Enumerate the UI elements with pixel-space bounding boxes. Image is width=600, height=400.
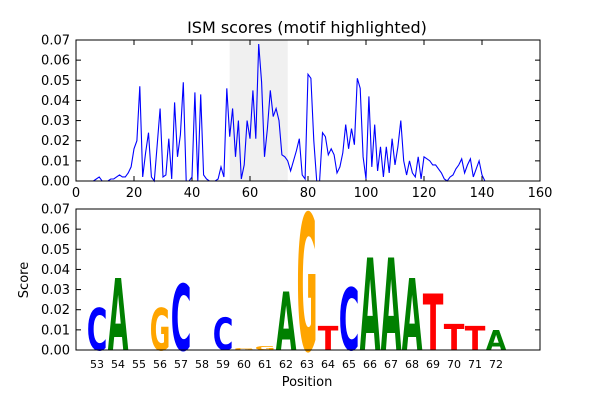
- logo-position-label: 64: [321, 358, 335, 371]
- top-x-tick-label: 80: [300, 186, 317, 201]
- logo-letter-glyph: C: [171, 265, 192, 372]
- logo-position-label: 70: [447, 358, 461, 371]
- bottom-y-tick-label: 0.01: [41, 323, 70, 338]
- logo-letter-glyph: G: [234, 348, 255, 351]
- logo-letter-glyph: A: [486, 326, 507, 357]
- logo-letter-glyph: G: [297, 176, 318, 395]
- top-x-tick-label: 120: [412, 186, 437, 201]
- bottom-y-axis: 0.00 0.01 0.02 0.03 0.04 0.05 0.06 0.07: [41, 203, 540, 359]
- logo-letter-t: T: [444, 316, 465, 358]
- logo-letter-glyph: G: [255, 345, 276, 351]
- logo-letter-glyph: C: [87, 297, 108, 364]
- top-x-tick-label: 60: [242, 186, 259, 201]
- bottom-y-tick-label: 0.03: [41, 283, 70, 298]
- top-y-tick-label: 0.07: [41, 34, 70, 49]
- logo-letter-c: C: [171, 265, 192, 372]
- logo-letter-a: A: [360, 232, 381, 380]
- logo-letter-a: A: [108, 259, 129, 375]
- top-chart-title: ISM scores (motif highlighted): [187, 18, 427, 37]
- top-x-tick-label: 0: [72, 186, 80, 201]
- bottom-y-tick-label: 0.07: [41, 203, 70, 218]
- logo-letter-a: A: [276, 278, 297, 371]
- logo-letter-c: C: [213, 309, 234, 360]
- logo-letter-glyph: T: [423, 279, 444, 369]
- logo-position-label: 53: [90, 358, 104, 371]
- logo-letter-glyph: C: [339, 272, 360, 371]
- top-x-tick-label: 160: [528, 186, 553, 201]
- logo-letter-glyph: A: [360, 232, 381, 380]
- top-y-tick-label: 0.00: [41, 175, 70, 190]
- top-plot-frame: [75, 39, 541, 182]
- logo-position-label: 55: [132, 358, 146, 371]
- logo-letter-t: T: [423, 279, 444, 369]
- bottom-y-axis-label: Score: [17, 262, 32, 298]
- logo-position-label: 54: [111, 358, 125, 371]
- top-y-axis: 0.00 0.01 0.02 0.03 0.04 0.05 0.06 0.07: [41, 34, 540, 190]
- logo-position-label: 56: [153, 358, 167, 371]
- top-x-axis: 0 20 40 60 80 100 120 140 160: [72, 40, 553, 201]
- top-y-tick-label: 0.06: [41, 54, 70, 69]
- top-y-tick-label: 0.03: [41, 114, 70, 129]
- logo-letter-c: C: [339, 272, 360, 371]
- logo-letter-c: C: [87, 297, 108, 364]
- logo-position-label: 65: [342, 358, 356, 371]
- logo-position-label: 59: [216, 358, 230, 371]
- logo-letter-a: A: [381, 232, 402, 380]
- motif-highlight-span: [229, 40, 288, 181]
- logo-letter-a: A: [486, 326, 507, 357]
- logo-position-label: 60: [237, 358, 251, 371]
- top-x-tick-label: 40: [184, 186, 201, 201]
- top-y-tick-label: 0.02: [41, 134, 70, 149]
- ism-line-panel: ISM scores (motif highlighted) 0.000.010…: [41, 18, 552, 201]
- logo-letter-g: G: [150, 297, 171, 364]
- logo-position-label: 62: [279, 358, 293, 371]
- logo-letter-glyph: A: [402, 259, 423, 375]
- logo-letter-g: G: [255, 345, 276, 351]
- bottom-x-axis: 53 54 55 56 57 58 59 60 61 62 63 64 65 66 67 68 69 70 71 72: [90, 358, 503, 371]
- logo-letter-glyph: C: [213, 309, 234, 360]
- logo-position-label: 68: [405, 358, 419, 371]
- top-x-tick-label: 20: [126, 186, 143, 201]
- logo-position-label: 61: [258, 358, 272, 371]
- bottom-y-tick-label: 0.04: [41, 263, 70, 278]
- logo-letter-t: T: [318, 321, 339, 359]
- top-x-tick-label: 140: [470, 186, 495, 201]
- bottom-y-tick-label: 0.02: [41, 303, 70, 318]
- logo-position-label: 63: [300, 358, 314, 371]
- logo-letter-glyph: G: [150, 297, 171, 364]
- bottom-y-tick-label: 0.06: [41, 223, 70, 238]
- logo-letter-a: A: [402, 259, 423, 375]
- top-y-tick-label: 0.01: [41, 154, 70, 169]
- logo-position-label: 71: [468, 358, 482, 371]
- logo-position-label: 72: [489, 358, 503, 371]
- logo-letter-glyph: A: [108, 259, 129, 375]
- logo-position-label: 69: [426, 358, 440, 371]
- logo-letter-t: T: [465, 321, 486, 359]
- ism-score-line: [76, 43, 497, 183]
- top-y-tick-label: 0.04: [41, 94, 70, 109]
- logo-position-label: 57: [174, 358, 188, 371]
- logo-letter-glyph: T: [465, 321, 486, 359]
- logo-letter-glyph: T: [318, 321, 339, 359]
- bottom-y-tick-label: 0.05: [41, 243, 70, 258]
- top-y-tick-label: 0.05: [41, 74, 70, 89]
- logo-position-label: 67: [384, 358, 398, 371]
- logo-letter-glyph: A: [276, 278, 297, 371]
- logo-letter-g: G: [297, 176, 318, 395]
- logo-letter-glyph: T: [444, 316, 465, 358]
- logo-position-label: 58: [195, 358, 209, 371]
- bottom-plot-frame: [75, 208, 541, 351]
- logo-position-label: 66: [363, 358, 377, 371]
- top-x-tick-label: 100: [354, 186, 379, 201]
- logo-letter-glyph: A: [381, 232, 402, 380]
- bottom-x-axis-label: Position: [282, 375, 333, 390]
- bottom-y-tick-label: 0.00: [41, 344, 70, 359]
- logo-letter-g: G: [234, 348, 255, 351]
